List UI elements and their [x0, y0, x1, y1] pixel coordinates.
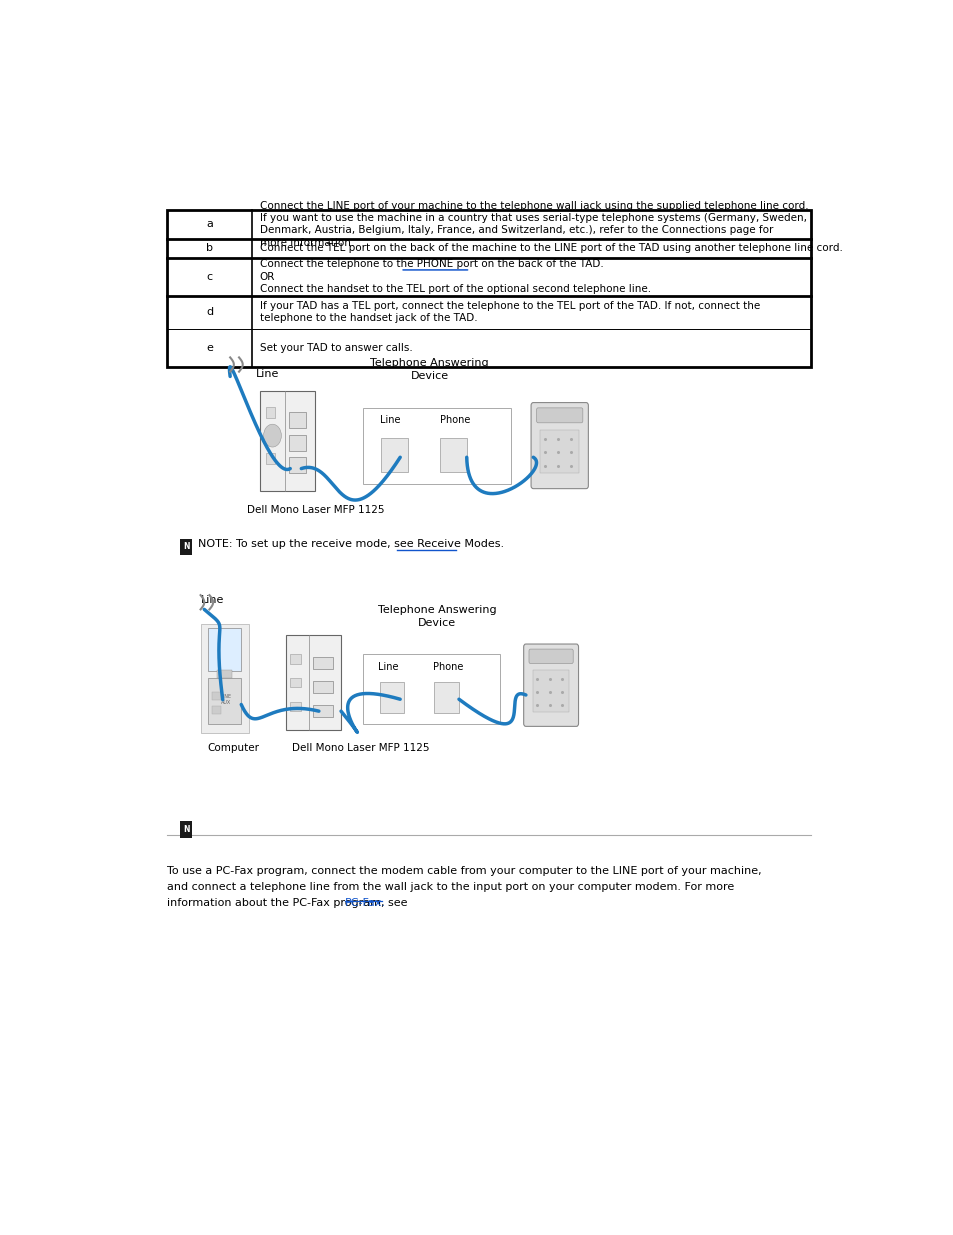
Text: PC-Fax.: PC-Fax.	[344, 899, 385, 909]
Text: and connect a telephone line from the wall jack to the input port on your comput: and connect a telephone line from the wa…	[167, 882, 734, 893]
Text: Dell Mono Laser MFP 1125: Dell Mono Laser MFP 1125	[247, 505, 384, 515]
Text: e: e	[206, 343, 213, 353]
Text: Computer: Computer	[208, 742, 259, 752]
Text: Line: Line	[255, 369, 279, 379]
Text: Phone: Phone	[433, 662, 463, 672]
FancyBboxPatch shape	[540, 430, 578, 473]
FancyBboxPatch shape	[208, 629, 241, 672]
Text: LINE
AUX: LINE AUX	[220, 694, 231, 705]
FancyBboxPatch shape	[363, 655, 499, 724]
FancyBboxPatch shape	[363, 408, 511, 484]
FancyBboxPatch shape	[313, 704, 333, 716]
Text: Telephone Answering
Device: Telephone Answering Device	[370, 358, 489, 382]
Text: c: c	[207, 272, 213, 282]
FancyBboxPatch shape	[285, 635, 341, 730]
FancyBboxPatch shape	[531, 403, 588, 489]
Circle shape	[263, 424, 281, 447]
FancyBboxPatch shape	[180, 821, 193, 837]
FancyBboxPatch shape	[290, 701, 301, 711]
FancyBboxPatch shape	[266, 430, 274, 441]
Text: Connect the LINE port of your machine to the telephone wall jack using the suppl: Connect the LINE port of your machine to…	[259, 200, 807, 248]
Text: N: N	[183, 542, 190, 551]
FancyBboxPatch shape	[288, 457, 306, 473]
Text: Connect the telephone to the PHONE port on the back of the TAD.
OR
Connect the h: Connect the telephone to the PHONE port …	[259, 259, 650, 294]
Text: b: b	[206, 243, 213, 253]
Text: N: N	[183, 825, 190, 834]
FancyBboxPatch shape	[529, 650, 573, 663]
FancyBboxPatch shape	[536, 408, 582, 422]
FancyBboxPatch shape	[313, 680, 333, 693]
Text: NOTE: To set up the receive mode, see Receive Modes.: NOTE: To set up the receive mode, see Re…	[198, 538, 504, 548]
Text: Line: Line	[200, 595, 224, 605]
FancyBboxPatch shape	[434, 682, 458, 713]
Text: Connect the TEL port on the back of the machine to the LINE port of the TAD usin: Connect the TEL port on the back of the …	[259, 243, 841, 253]
Text: If your TAD has a TEL port, connect the telephone to the TEL port of the TAD. If: If your TAD has a TEL port, connect the …	[259, 301, 760, 324]
Text: Phone: Phone	[439, 415, 470, 425]
FancyBboxPatch shape	[266, 408, 274, 419]
FancyBboxPatch shape	[180, 538, 193, 556]
FancyBboxPatch shape	[523, 643, 578, 726]
FancyBboxPatch shape	[288, 412, 306, 429]
FancyBboxPatch shape	[212, 706, 220, 714]
FancyBboxPatch shape	[266, 453, 274, 464]
FancyBboxPatch shape	[212, 692, 220, 700]
Text: Set your TAD to answer calls.: Set your TAD to answer calls.	[259, 343, 412, 353]
FancyBboxPatch shape	[200, 624, 249, 734]
Text: information about the PC-Fax program, see: information about the PC-Fax program, se…	[167, 899, 407, 909]
FancyBboxPatch shape	[532, 671, 569, 711]
FancyBboxPatch shape	[290, 655, 301, 663]
FancyBboxPatch shape	[379, 682, 404, 713]
Text: To use a PC-Fax program, connect the modem cable from your computer to the LINE : To use a PC-Fax program, connect the mod…	[167, 866, 761, 876]
Text: Dell Mono Laser MFP 1125: Dell Mono Laser MFP 1125	[292, 742, 429, 752]
FancyBboxPatch shape	[380, 438, 407, 473]
Bar	[167, 210, 810, 367]
Text: d: d	[206, 308, 213, 317]
Text: Telephone Answering
Device: Telephone Answering Device	[377, 605, 496, 629]
FancyBboxPatch shape	[290, 678, 301, 688]
Text: a: a	[206, 220, 213, 230]
FancyBboxPatch shape	[439, 438, 466, 473]
FancyBboxPatch shape	[288, 435, 306, 451]
Text: Line: Line	[379, 415, 399, 425]
FancyBboxPatch shape	[208, 678, 241, 724]
FancyBboxPatch shape	[313, 657, 333, 669]
Text: Line: Line	[377, 662, 397, 672]
FancyBboxPatch shape	[259, 390, 314, 490]
FancyBboxPatch shape	[216, 671, 232, 678]
